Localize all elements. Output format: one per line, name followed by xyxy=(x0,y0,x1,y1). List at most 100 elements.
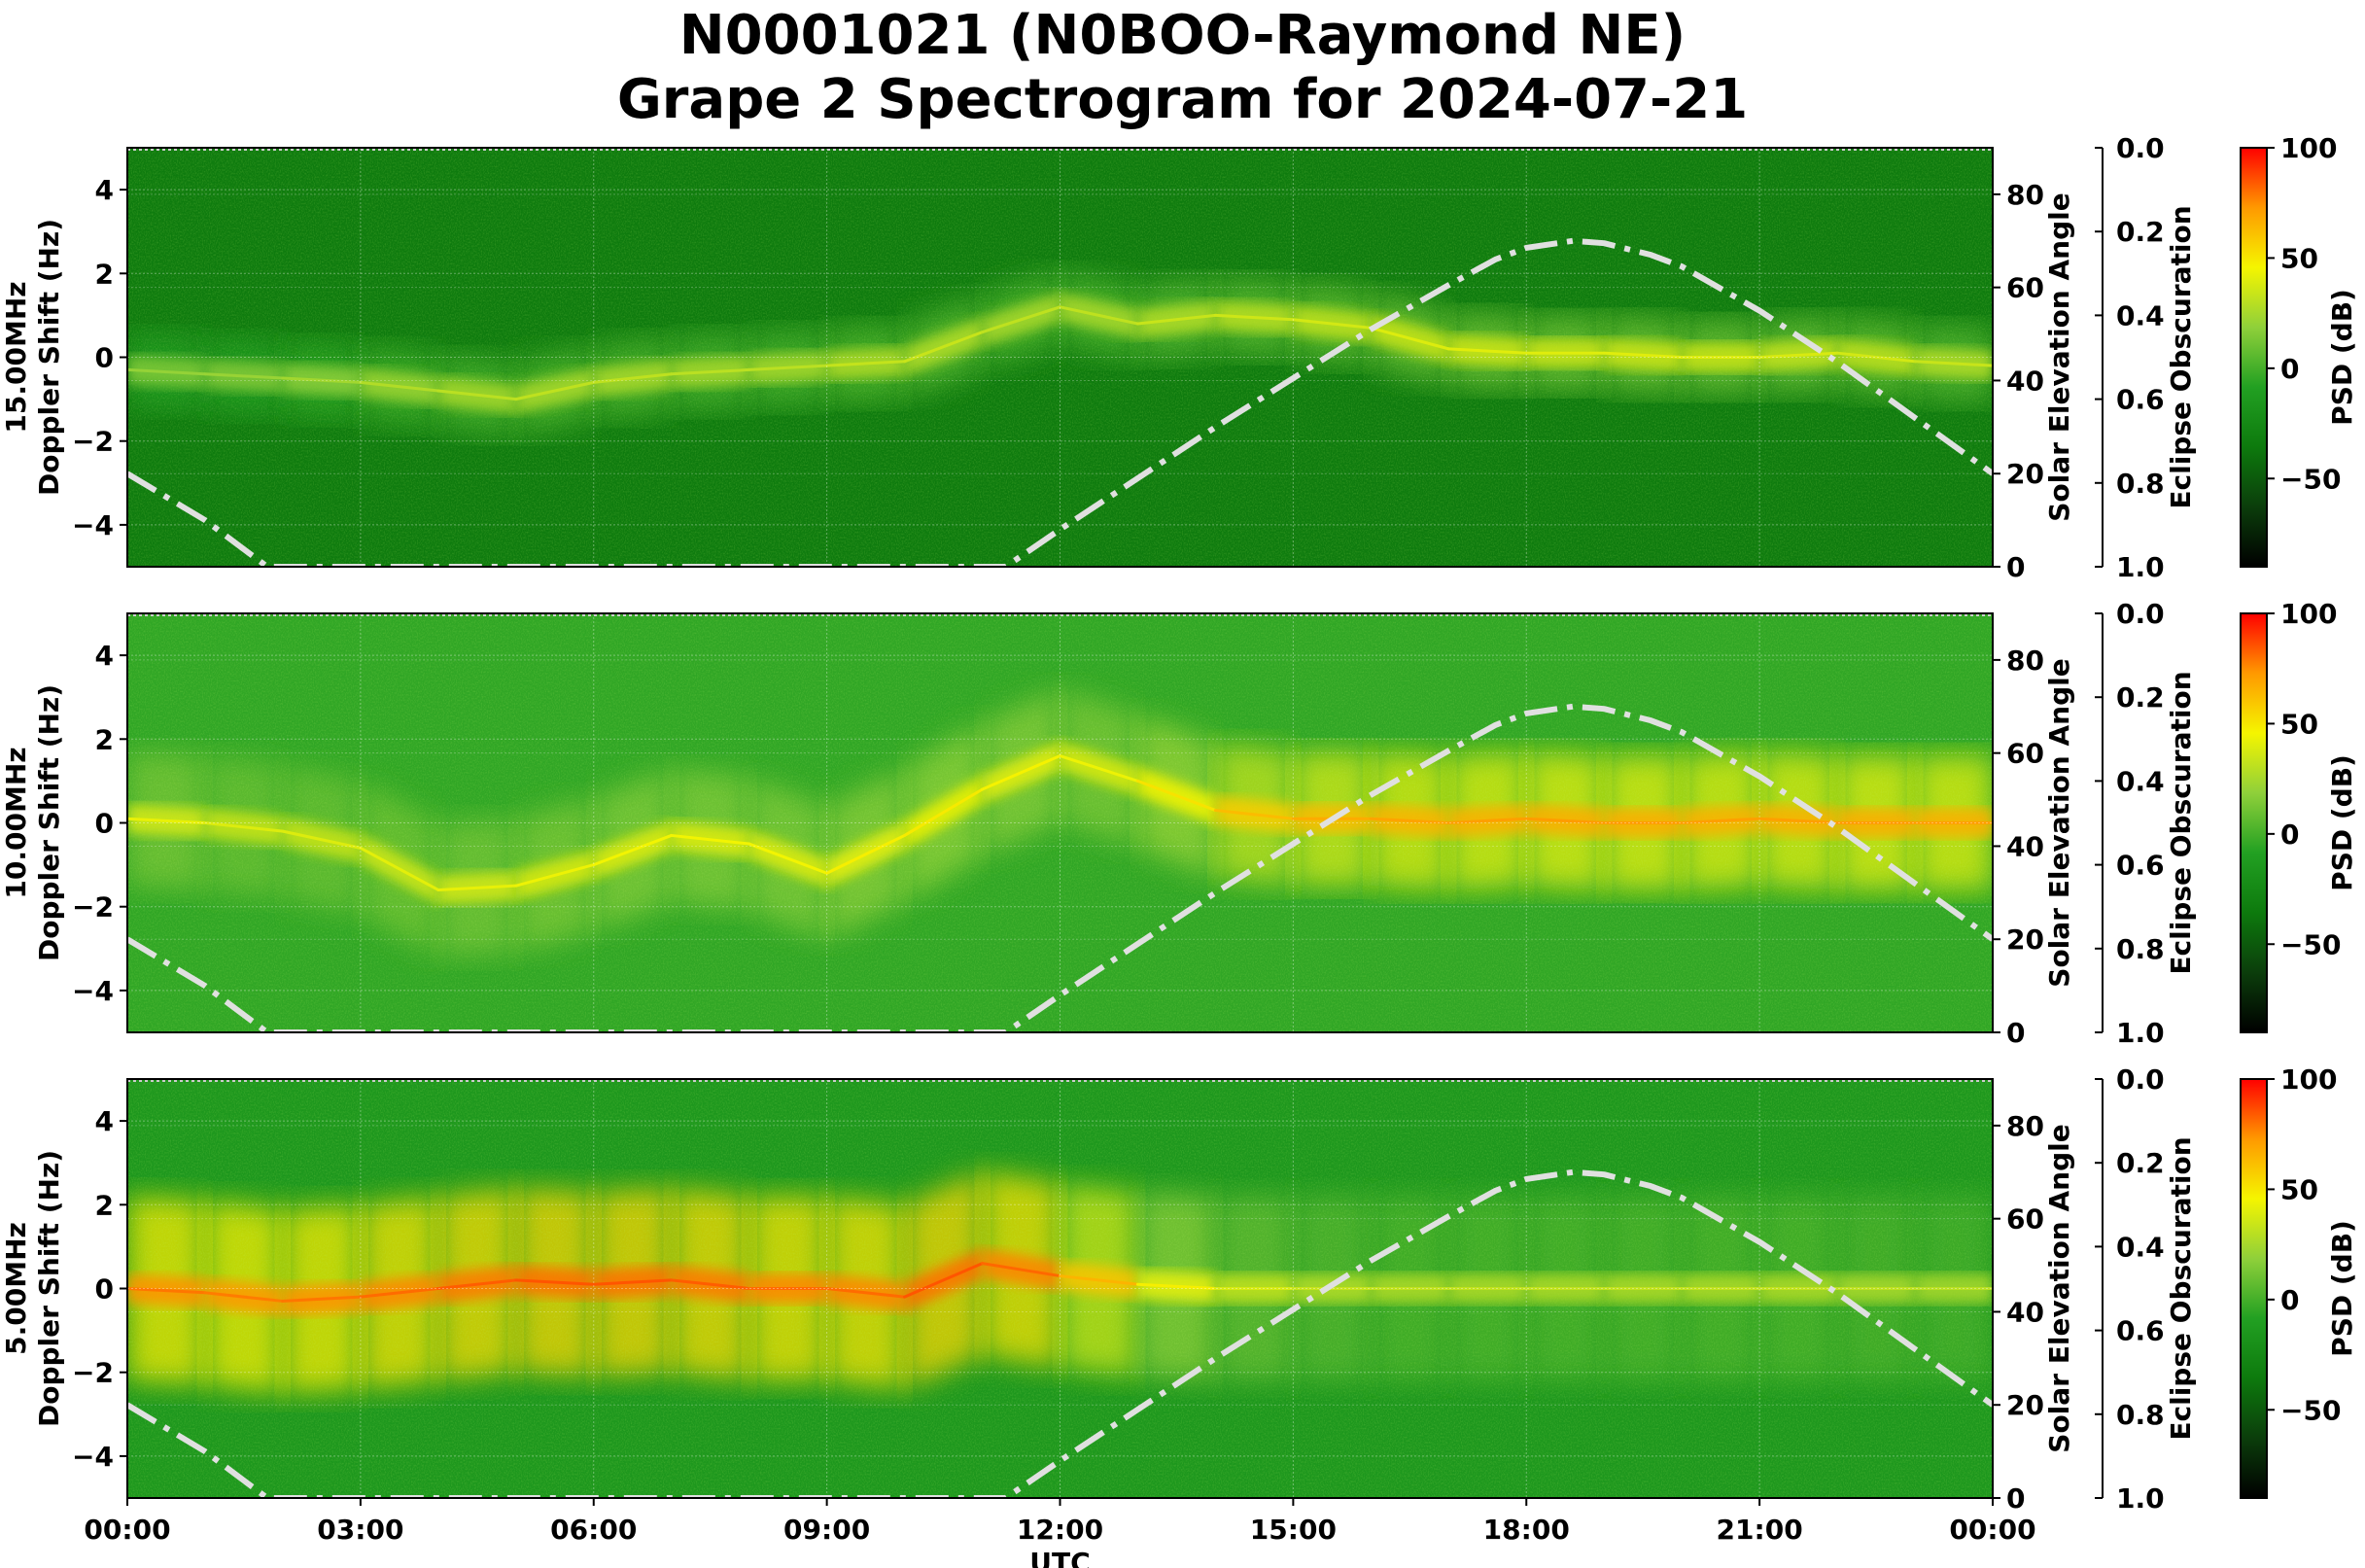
doppler-trace-segment xyxy=(748,364,829,371)
doppler-trace-segment xyxy=(825,1287,907,1299)
x-tick-label: 09:00 xyxy=(783,1514,870,1546)
x-tick-label: 18:00 xyxy=(1483,1514,1570,1546)
doppler-trace-segment xyxy=(825,833,907,875)
frequency-label: 10.00MHz xyxy=(0,747,32,898)
eclipse-tick-label: 0.2 xyxy=(2116,216,2165,248)
doppler-trace-segment xyxy=(1059,305,1139,326)
elevation-tick-label: 60 xyxy=(2006,738,2044,770)
spectrogram-area xyxy=(127,148,1993,567)
x-tick-label: 00:00 xyxy=(84,1514,170,1546)
x-axis: 00:00 03:00 06:00 09:00 12:00 15:00 18:00 21:00… xyxy=(84,1498,2036,1568)
solar-elevation-curve xyxy=(127,237,1993,567)
doppler-trace-segment xyxy=(436,389,518,401)
elevation-tick-label: 80 xyxy=(2006,1110,2044,1142)
eclipse-tick-label: 0.2 xyxy=(2116,1147,2165,1179)
eclipse-obscuration-axis-label: Eclipse Obscuration xyxy=(2165,205,2197,508)
doppler-trace-segment xyxy=(127,367,207,376)
doppler-trace-segment xyxy=(981,1262,1061,1278)
solar-elevation-axis-label: Solar Elevation Angle xyxy=(2043,658,2075,987)
y-axis-label: 5.00MHzDoppler Shift (Hz) xyxy=(0,1150,65,1427)
panel-10-00mhz: 420−2−410.00MHzDoppler Shift (Hz)0204060… xyxy=(0,598,2358,1049)
y-tick-label: 2 xyxy=(95,723,114,755)
elevation-tick-label: 20 xyxy=(2006,458,2044,490)
doppler-trace-segment xyxy=(1059,754,1139,783)
doppler-trace-segment xyxy=(359,1287,440,1299)
doppler-shift-label: Doppler Shift (Hz) xyxy=(33,684,65,961)
doppler-trace-segment xyxy=(1291,318,1373,330)
y-tick-label: 0 xyxy=(95,342,114,374)
doppler-trace-segment xyxy=(1680,817,1761,824)
doppler-shift-label: Doppler Shift (Hz) xyxy=(33,219,65,496)
colorbar-tick-label: −50 xyxy=(2280,463,2341,495)
title-line-2: Grape 2 Spectrogram for 2024-07-21 xyxy=(616,68,1749,131)
x-tick-label: 15:00 xyxy=(1250,1514,1337,1546)
doppler-trace-segment xyxy=(592,1278,674,1286)
eclipse-tick-label: 0.4 xyxy=(2116,299,2165,331)
eclipse-obscuration-axis-label: Eclipse Obscuration xyxy=(2165,1136,2197,1440)
doppler-trace-segment xyxy=(981,305,1061,334)
doppler-trace-segment xyxy=(1835,351,1917,364)
doppler-trace-segment xyxy=(127,1287,207,1295)
eclipse-tick-label: 0.6 xyxy=(2116,384,2165,416)
doppler-trace-segment xyxy=(514,1278,596,1286)
panel-15-00mhz: 420−2−415.00MHzDoppler Shift (Hz)0204060… xyxy=(0,132,2358,583)
colorbar-tick-label: 100 xyxy=(2280,132,2337,164)
y-tick-label: −4 xyxy=(72,975,114,1007)
x-tick-label: 12:00 xyxy=(1017,1514,1103,1546)
solar-elevation-curve xyxy=(127,1168,1993,1498)
doppler-trace-segment xyxy=(592,833,674,867)
y-tick-label: −4 xyxy=(72,1441,114,1473)
y-tick-label: −2 xyxy=(72,891,114,923)
y-tick-label: 0 xyxy=(95,1273,114,1306)
y-axis-label: 10.00MHzDoppler Shift (Hz) xyxy=(0,684,65,961)
elevation-tick-label: 0 xyxy=(2006,1017,2025,1049)
colorbar-tick-label: −50 xyxy=(2280,928,2341,960)
doppler-trace-segment xyxy=(1369,326,1450,351)
y-tick-label: 2 xyxy=(95,1189,114,1221)
doppler-trace-segment xyxy=(1135,779,1217,813)
x-tick-label: 21:00 xyxy=(1717,1514,1803,1546)
doppler-trace-segment xyxy=(1446,817,1528,824)
elevation-tick-label: 60 xyxy=(2006,1203,2044,1236)
doppler-trace-segment xyxy=(903,1262,985,1299)
eclipse-obscuration-axis-label: Eclipse Obscuration xyxy=(2165,671,2197,974)
doppler-trace-segment xyxy=(981,754,1061,791)
spectrogram-area xyxy=(127,613,1993,1032)
eclipse-tick-label: 1.0 xyxy=(2116,1017,2165,1049)
psd-colorbar-label: PSD (dB) xyxy=(2326,289,2358,426)
elevation-tick-label: 40 xyxy=(2006,365,2044,397)
y-tick-label: 4 xyxy=(95,174,114,206)
eclipse-tick-label: 0.0 xyxy=(2116,1063,2165,1096)
colorbar-tick-label: 0 xyxy=(2280,819,2299,851)
solar-elevation-axis-label: Solar Elevation Angle xyxy=(2043,192,2075,521)
colorbar-tick-label: −50 xyxy=(2280,1394,2341,1426)
elevation-tick-label: 60 xyxy=(2006,272,2044,304)
doppler-trace-segment xyxy=(203,372,285,380)
colorbar-tick-label: 50 xyxy=(2280,1173,2318,1205)
colorbar-tick-label: 0 xyxy=(2280,353,2299,385)
doppler-trace-segment xyxy=(1757,351,1839,359)
doppler-trace-segment xyxy=(203,821,285,833)
y-tick-label: 4 xyxy=(95,640,114,672)
doppler-trace-segment xyxy=(1524,817,1606,824)
doppler-trace-segment xyxy=(748,842,829,875)
doppler-trace-segment xyxy=(514,380,596,401)
doppler-trace-segment xyxy=(203,1291,285,1303)
doppler-trace-segment xyxy=(1213,809,1295,820)
y-tick-label: 2 xyxy=(95,258,114,290)
psd-colorbar-label: PSD (dB) xyxy=(2326,1220,2358,1357)
solar-elevation-axis-label: Solar Elevation Angle xyxy=(2043,1124,2075,1452)
x-tick-label: 06:00 xyxy=(550,1514,637,1546)
doppler-trace-segment xyxy=(1213,313,1295,322)
frequency-label: 15.00MHz xyxy=(0,281,32,433)
x-tick-label: 00:00 xyxy=(1949,1514,2035,1546)
eclipse-tick-label: 0.8 xyxy=(2116,1399,2165,1431)
colorbar-tick-label: 0 xyxy=(2280,1284,2299,1316)
frequency-label: 5.00MHz xyxy=(0,1222,32,1355)
y-axis-label: 15.00MHzDoppler Shift (Hz) xyxy=(0,219,65,496)
figure-title: N0001021 (N0BOO-Raymond NE) Grape 2 Spec… xyxy=(0,4,2365,132)
x-tick-label: 03:00 xyxy=(317,1514,403,1546)
y-tick-label: 0 xyxy=(95,808,114,840)
psd-colorbar xyxy=(2240,612,2268,1033)
